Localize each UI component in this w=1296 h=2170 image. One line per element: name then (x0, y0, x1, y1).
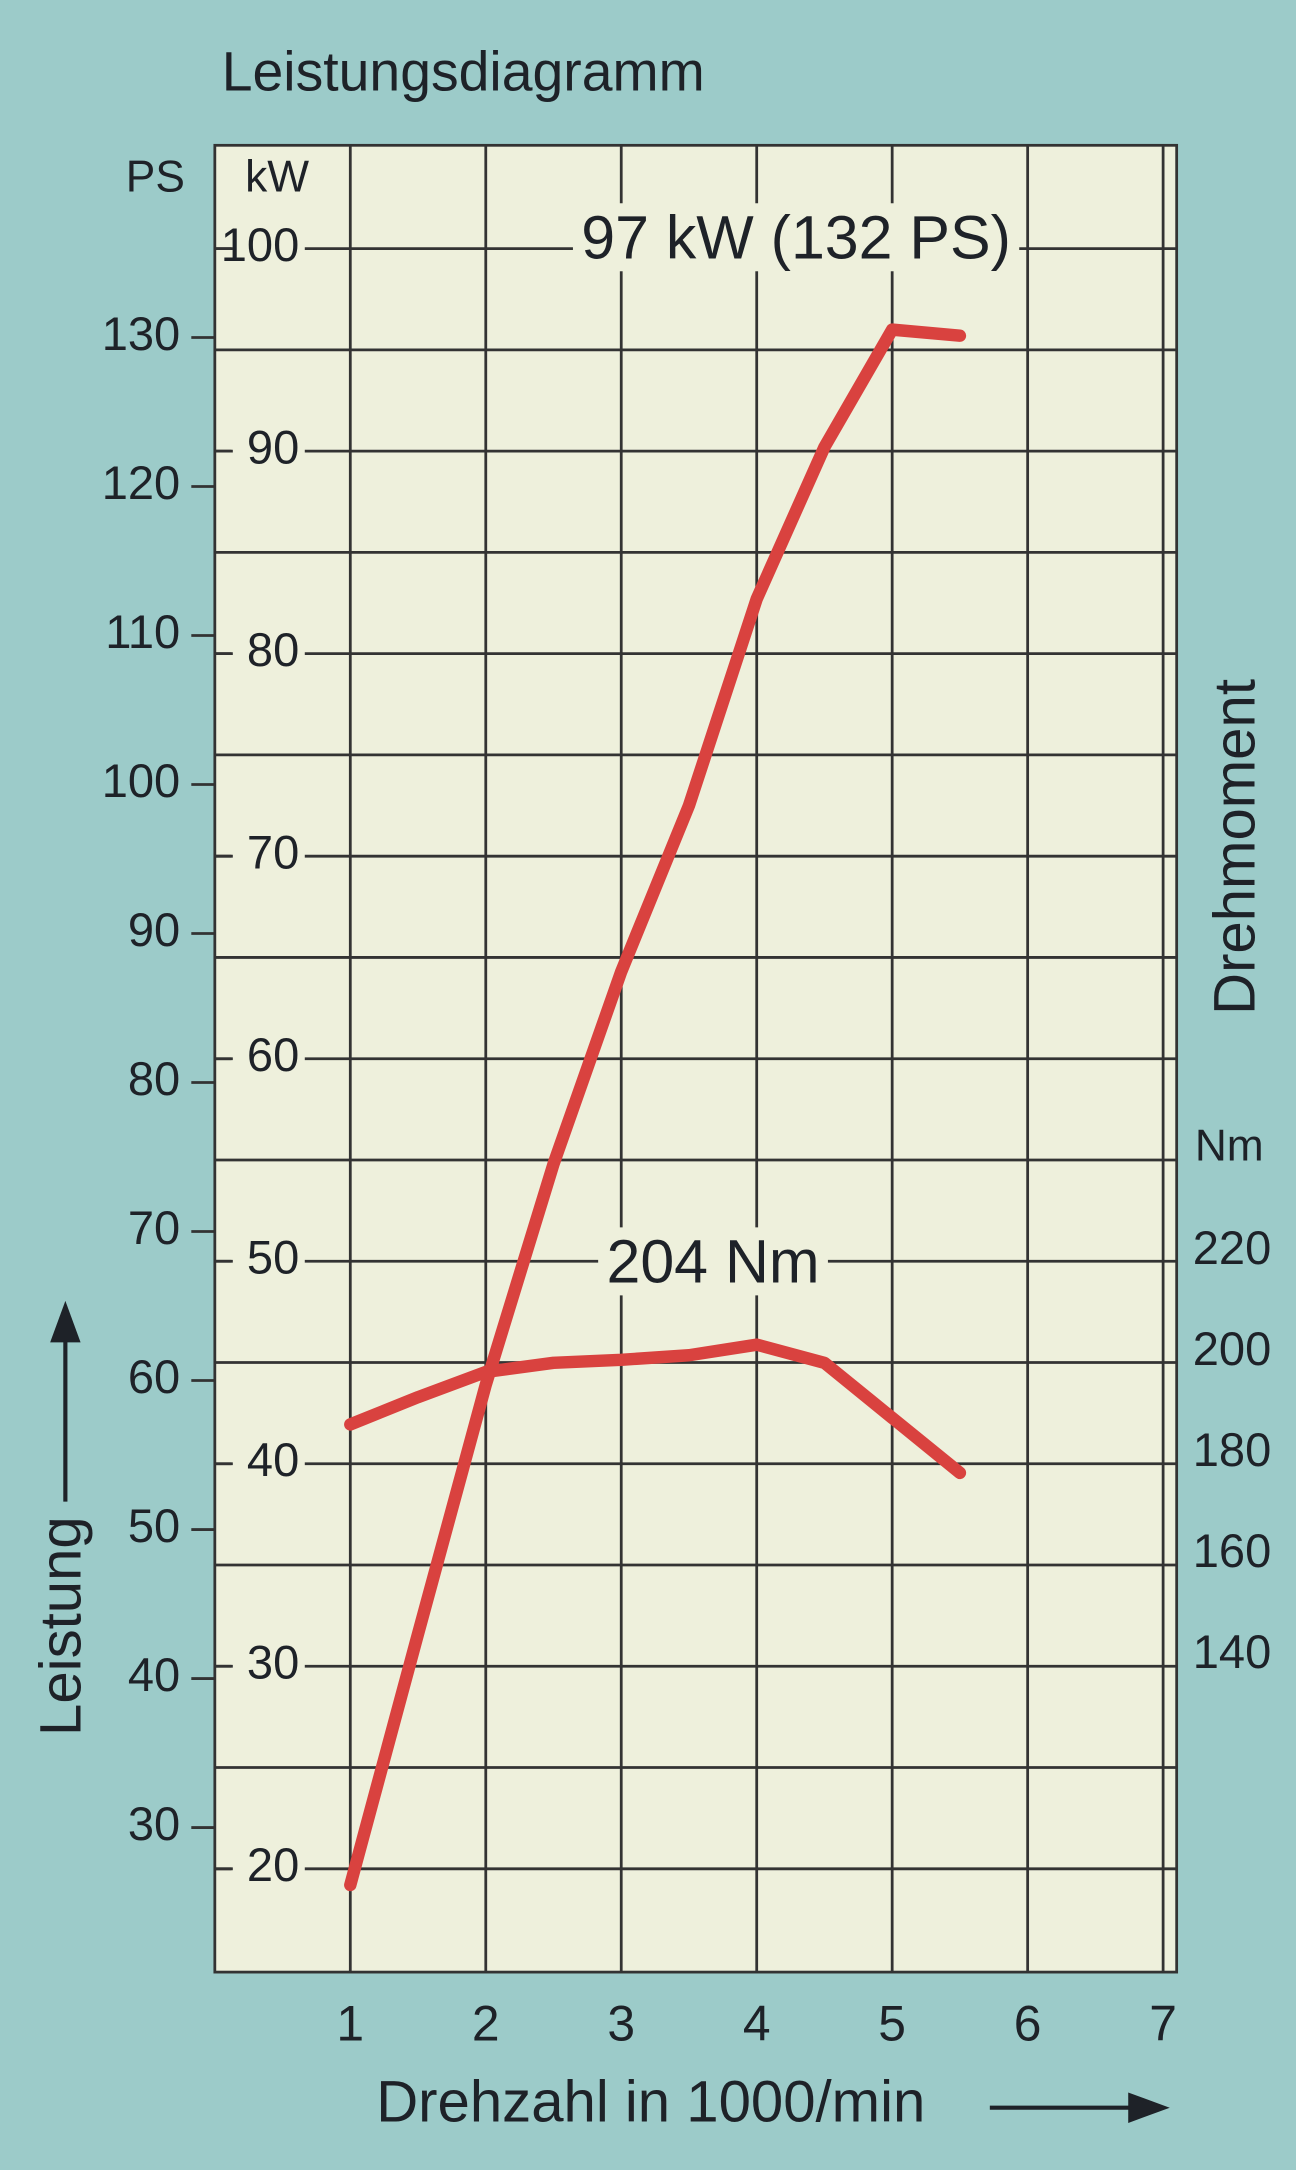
tick-label-bg (232, 831, 305, 882)
y-tick-label: 70 (247, 826, 299, 879)
y3-tick-label: 220 (1193, 1221, 1272, 1274)
y-tick-label: 90 (247, 421, 299, 474)
annotation-bg (572, 203, 1020, 272)
data-line (344, 323, 967, 1892)
annotation: 97 kW (132 PS) (581, 203, 1011, 271)
tick-label-bg (232, 223, 305, 274)
x-tick-label: 5 (878, 1996, 906, 2052)
y3-axis-label: Drehmoment (1202, 679, 1267, 1015)
y2-tick-label: 80 (128, 1052, 180, 1105)
x-tick-label: 2 (472, 1996, 500, 2052)
x-tick-label: 7 (1149, 1996, 1177, 2052)
y2-tick-label: 90 (128, 903, 180, 956)
annotation: 204 Nm (606, 1227, 819, 1295)
y2-tick-label: 130 (102, 307, 181, 360)
y3-unit: Nm (1195, 1121, 1264, 1170)
y-tick-label: 80 (247, 623, 299, 676)
y2-tick-label: 100 (102, 754, 181, 807)
y2-tick-label: 120 (102, 456, 181, 509)
y3-tick-label: 160 (1193, 1524, 1272, 1577)
x-tick-label: 4 (743, 1996, 771, 2052)
y-tick-label: 60 (247, 1028, 299, 1081)
y2-tick-label: 50 (128, 1499, 180, 1552)
tick-label-bg (232, 1236, 305, 1287)
tick-label-bg (232, 426, 305, 477)
y-unit: kW (245, 153, 309, 202)
annotation-bg (598, 1227, 828, 1296)
y2-tick-label: 60 (128, 1350, 180, 1403)
y2-tick-label: 110 (105, 605, 180, 658)
tick-label-bg (232, 1641, 305, 1692)
y-tick-label: 100 (221, 218, 300, 271)
x-tick-label: 6 (1014, 1996, 1042, 2052)
y-tick-label: 30 (247, 1636, 299, 1689)
y-arrow (50, 1300, 81, 1502)
y2-tick-label: 30 (128, 1797, 180, 1850)
tick-label-bg (232, 1033, 305, 1084)
y3-tick-label: 180 (1193, 1423, 1272, 1476)
y2-tick-label: 40 (128, 1648, 180, 1701)
y-tick-label: 40 (247, 1433, 299, 1486)
data-line (344, 1338, 967, 1480)
x-axis-label: Drehzahl in 1000/min (376, 2070, 925, 2135)
tick-label-bg (232, 1438, 305, 1489)
y-tick-label: 20 (247, 1838, 299, 1891)
y3-tick-label: 200 (1193, 1322, 1272, 1375)
tick-label-bg (232, 628, 305, 679)
y2-unit: PS (126, 153, 185, 202)
chart-title: Leistungsdiagramm (222, 41, 705, 103)
x-arrow (989, 2092, 1170, 2123)
tick-label-bg (232, 1843, 305, 1894)
y-tick-label: 50 (247, 1231, 299, 1284)
y-axis-label: Leistung (29, 1516, 94, 1736)
x-tick-label: 1 (336, 1996, 364, 2052)
y2-tick-label: 70 (128, 1201, 180, 1254)
y3-tick-label: 140 (1193, 1625, 1272, 1678)
x-tick-label: 3 (607, 1996, 635, 2052)
